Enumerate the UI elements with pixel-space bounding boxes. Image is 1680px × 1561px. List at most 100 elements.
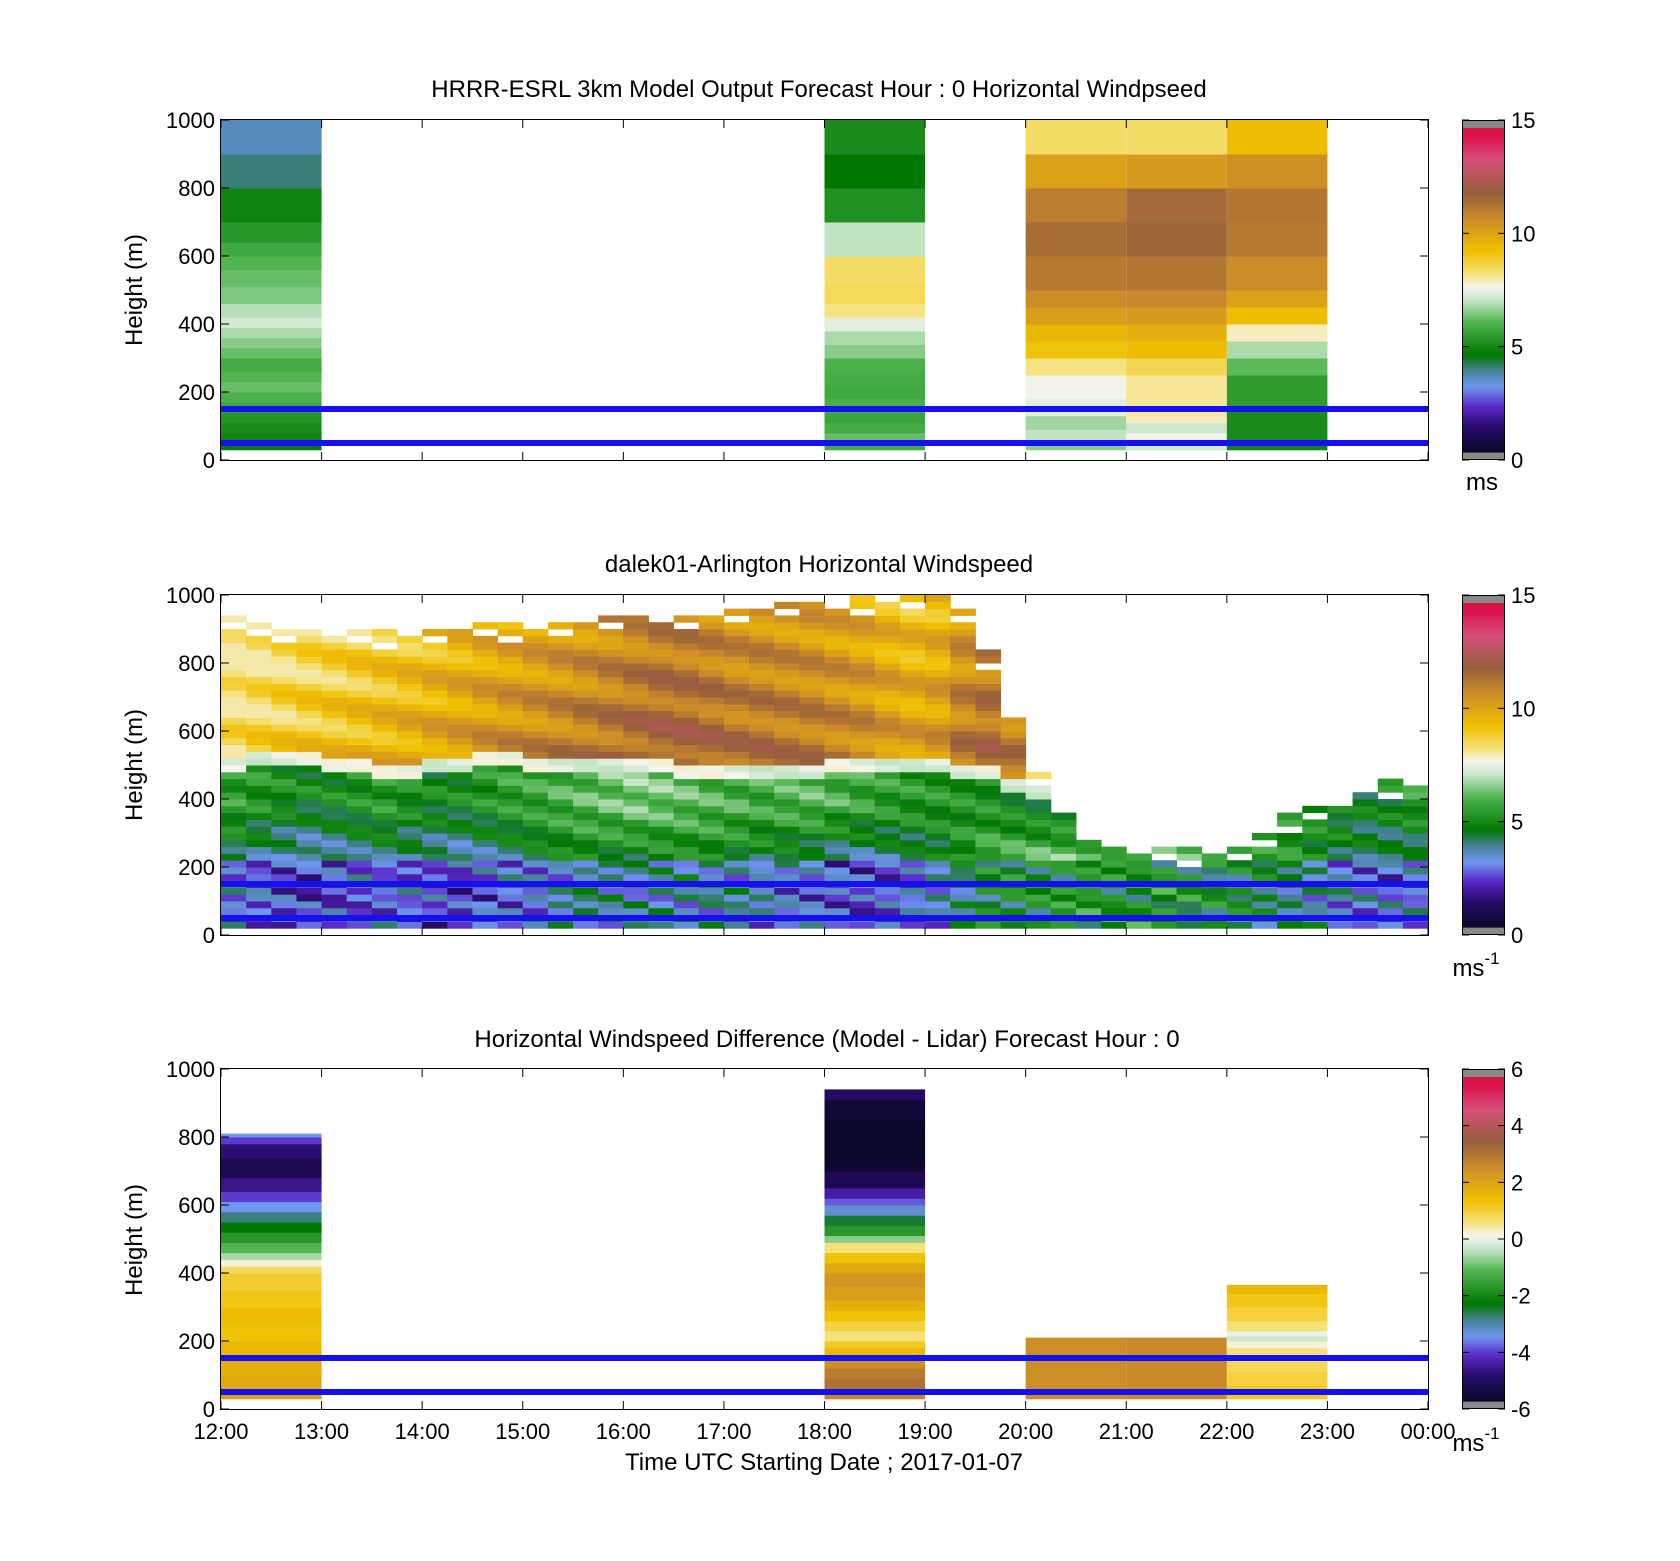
heatmap-cell [623, 703, 649, 712]
panel-lidar-x-ticks [220, 595, 1429, 935]
heatmap-cell [849, 601, 876, 610]
heatmap-cell [346, 907, 373, 916]
heatmap-cell [598, 839, 624, 848]
heatmap-cell [749, 765, 775, 773]
heatmap-cell [925, 663, 951, 671]
heatmap-cell [874, 649, 901, 657]
heatmap-cell [774, 833, 800, 841]
heatmap-cell [925, 649, 951, 657]
heatmap-cell [849, 894, 876, 902]
heatmap-cell [397, 663, 423, 671]
colorbar-segment [1462, 1266, 1505, 1270]
heatmap-cell [673, 635, 700, 644]
heatmap-cell [899, 595, 926, 603]
heatmap-cell [1327, 819, 1354, 827]
heatmap-cell [271, 785, 297, 793]
colorbar-segment [1462, 754, 1505, 758]
heatmap-cell [1377, 819, 1404, 827]
colorbar-segment [1462, 1330, 1505, 1335]
heatmap-cell [950, 737, 976, 746]
heatmap-cell [371, 663, 398, 671]
heatmap-cell [1201, 894, 1228, 902]
colorbar-segment [1462, 908, 1505, 912]
heatmap-cell [824, 1347, 926, 1359]
colorbar-segment [1462, 1360, 1505, 1364]
heatmap-cell [723, 765, 750, 773]
heatmap-cell [522, 785, 549, 793]
colorbar-segment [1462, 924, 1505, 928]
colorbar-segment [1462, 206, 1505, 210]
heatmap-cell [371, 656, 398, 664]
heatmap-cell [221, 792, 247, 800]
heatmap-cell [899, 894, 926, 902]
heatmap-cell [849, 642, 876, 650]
heatmap-cell [623, 669, 649, 678]
colorbar-segment [1462, 689, 1505, 693]
heatmap-cell [221, 269, 322, 288]
colorbar-segment [1462, 681, 1505, 685]
heatmap-cell [975, 676, 1002, 684]
heatmap-cell [874, 846, 901, 854]
heatmap-cell [749, 887, 775, 895]
colorbar-segment [1462, 1212, 1505, 1216]
heatmap-cell [221, 751, 247, 759]
heatmap-cell [397, 846, 423, 854]
heatmap-cell [371, 792, 398, 800]
heatmap-cell [824, 1205, 926, 1216]
colorbar-segment [1462, 1198, 1505, 1202]
colorbar-segment [1462, 419, 1505, 423]
heatmap-cell [397, 635, 423, 644]
heatmap-cell [246, 833, 272, 841]
colorbar-segment [1462, 1152, 1505, 1156]
heatmap-cell [1302, 805, 1328, 814]
heatmap-cell [547, 690, 574, 698]
heatmap-cell [472, 812, 499, 820]
heatmap-cell [497, 683, 524, 691]
heatmap-cell [874, 683, 901, 691]
heatmap-cell [598, 758, 624, 766]
heatmap-cell [1302, 846, 1328, 854]
heatmap-cell [723, 642, 750, 650]
heatmap-cell [950, 649, 976, 657]
heatmap-cell [271, 805, 297, 814]
heatmap-cell [1377, 901, 1404, 909]
colorbar-segment [1462, 1325, 1505, 1329]
heatmap-cell [749, 690, 775, 698]
heatmap-cell [1402, 894, 1429, 902]
heatmap-cell [296, 799, 323, 807]
heatmap-cell [698, 690, 725, 698]
heatmap-cell [673, 839, 700, 848]
heatmap-cell [1025, 860, 1052, 868]
colorbar-segment [1462, 357, 1505, 361]
heatmap-cell [346, 717, 373, 725]
heatmap-cell [221, 1266, 322, 1274]
heatmap-cell [221, 867, 247, 875]
heatmap-cell [774, 737, 800, 746]
heatmap-cell [749, 867, 775, 875]
heatmap-cell [472, 690, 499, 698]
heatmap-cell [648, 894, 675, 902]
heatmap-cell [950, 676, 976, 684]
heatmap-cell [673, 778, 700, 786]
heatmap-cell [975, 724, 1002, 732]
colorbar-segment [1462, 1147, 1505, 1151]
heatmap-cell [472, 737, 499, 746]
heatmap-cell [774, 683, 800, 691]
heatmap-cell [849, 839, 876, 848]
heatmap-cell [723, 907, 750, 916]
heatmap-cell [1402, 853, 1429, 861]
heatmap-cell [296, 642, 323, 650]
heatmap-cell [1000, 887, 1027, 895]
x-tick-label: 17:00 [696, 1419, 751, 1444]
colorbar-segment [1462, 425, 1505, 429]
colorbar-segment [1462, 684, 1505, 688]
heatmap-cell [1302, 873, 1328, 882]
heatmap-cell [1226, 358, 1328, 376]
heatmap-cell [1226, 1358, 1328, 1373]
heatmap-cell [397, 710, 423, 718]
heatmap-cell [899, 771, 926, 780]
heatmap-cell [271, 663, 297, 671]
colorbar-segment [1462, 921, 1505, 925]
heatmap-cell [925, 744, 951, 752]
heatmap-cell [774, 846, 800, 854]
